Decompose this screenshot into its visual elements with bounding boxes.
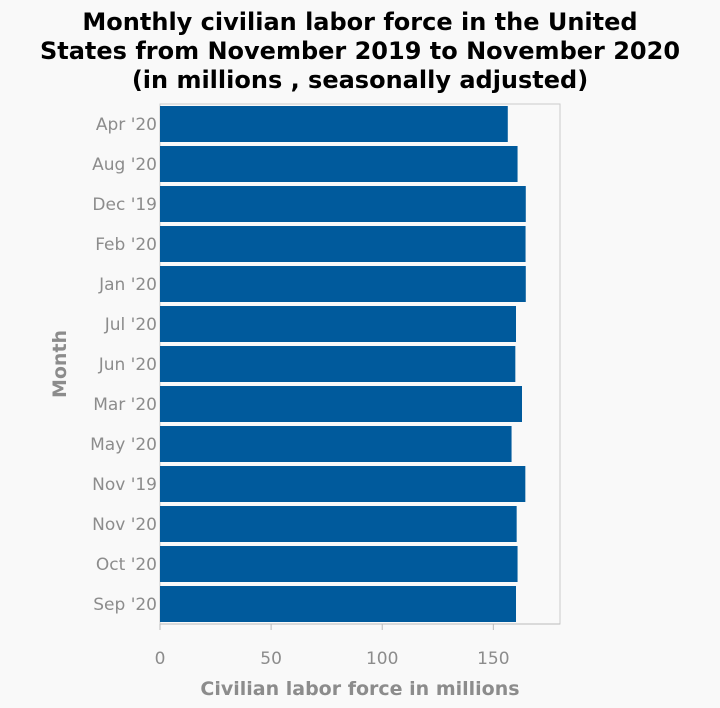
bar-jul-20 (160, 306, 516, 342)
bar-may-20 (160, 426, 512, 462)
bar-aug-20 (160, 146, 518, 182)
x-tick-label-100: 100 (366, 649, 398, 669)
x-tick-label-50: 50 (260, 649, 282, 669)
bar-apr-20 (160, 106, 508, 142)
y-tick-label-jun-20: Jun '20 (98, 355, 157, 375)
x-axis: 0 50 100 150 (155, 623, 560, 669)
chart-title-line-3: (in millions , seasonally adjusted) (132, 66, 588, 94)
y-tick-label-nov-19: Nov '19 (92, 475, 157, 495)
y-tick-label-mar-20: Mar '20 (93, 395, 157, 415)
x-tick-label-0: 0 (155, 649, 166, 669)
y-tick-label-nov-20: Nov '20 (92, 515, 157, 535)
bar-oct-20 (160, 546, 518, 582)
x-axis-label: Civilian labor force in millions (200, 678, 519, 700)
y-axis-label: Month (49, 330, 71, 398)
bars-group (160, 106, 526, 622)
bar-mar-20 (160, 386, 522, 422)
bar-nov-20 (160, 506, 517, 542)
y-tick-label-aug-20: Aug '20 (92, 155, 157, 175)
y-tick-label-jan-20: Jan '20 (98, 275, 157, 295)
bar-feb-20 (160, 226, 526, 262)
bar-nov-19 (160, 466, 526, 502)
y-tick-label-jul-20: Jul '20 (104, 315, 157, 335)
bar-jan-20 (160, 266, 526, 302)
bar-sep-20 (160, 586, 516, 622)
chart-title-line-2: States from November 2019 to November 20… (40, 37, 680, 65)
y-tick-label-oct-20: Oct '20 (96, 555, 157, 575)
y-tick-label-sep-20: Sep '20 (93, 595, 157, 615)
x-tick-label-150: 150 (477, 649, 509, 669)
bar-jun-20 (160, 346, 516, 382)
y-tick-label-apr-20: Apr '20 (96, 115, 157, 135)
y-tick-label-feb-20: Feb '20 (95, 235, 157, 255)
y-tick-labels: Apr '20 Aug '20 Dec '19 Feb '20 Jan '20 Jul '… (90, 115, 157, 615)
y-tick-label-may-20: May '20 (90, 435, 157, 455)
bar-dec-19 (160, 186, 526, 222)
chart-title-line-1: Monthly civilian labor force in the Unit… (82, 8, 637, 36)
y-tick-label-dec-19: Dec '19 (92, 195, 157, 215)
